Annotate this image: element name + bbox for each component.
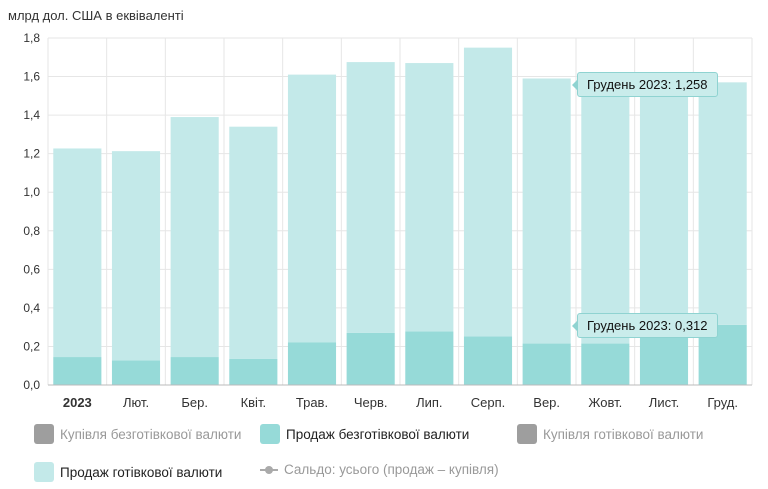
bar-noncash-sale[interactable] — [170, 357, 219, 385]
y-tick-label: 0,6 — [23, 262, 40, 276]
legend-swatch-cash-sale — [34, 462, 54, 482]
legend-line-marker-icon — [260, 465, 278, 475]
legend-label: Купівля безготівкової валюти — [60, 426, 242, 442]
y-tick-label: 0,8 — [23, 224, 40, 238]
bar-cash-sale[interactable] — [463, 47, 513, 337]
legend-item-noncash-purchase[interactable]: Купівля безготівкової валюти — [34, 424, 241, 444]
legend-label: Купівля готівкової валюти — [543, 426, 704, 442]
y-tick-label: 1,2 — [23, 147, 40, 161]
bar-cash-sale[interactable] — [287, 74, 337, 343]
legend-label: Продаж безготівкової валюти — [286, 426, 470, 442]
legend-item-cash-sale[interactable]: Продаж готівкової валюти — [34, 462, 222, 482]
x-tick-label: Серп. — [471, 395, 506, 410]
y-tick-label: 1,0 — [23, 185, 40, 199]
bar-cash-sale[interactable] — [698, 82, 747, 325]
bar-noncash-sale[interactable] — [581, 343, 630, 385]
x-tick-label: Вер. — [533, 395, 560, 410]
bar-noncash-sale[interactable] — [111, 360, 161, 385]
bar-noncash-sale[interactable] — [463, 336, 513, 385]
y-tick-label: 0,0 — [23, 378, 40, 392]
bar-cash-sale[interactable] — [229, 126, 278, 359]
stacked-bar-chart: 0,0 0,2 0,4 0,6 0,8 1,0 1,2 1,4 1,6 1,8 2023 Лют. Бе… — [23, 31, 753, 410]
bar-cash-sale[interactable] — [581, 82, 630, 344]
x-tick-label: Лют. — [123, 395, 149, 410]
legend-item-balance-total[interactable]: Сальдо: усього (продаж – купівля) — [260, 462, 499, 477]
bar-cash-sale[interactable] — [639, 82, 689, 334]
legend-label: Сальдо: усього (продаж – купівля) — [284, 462, 499, 477]
legend-label: Продаж готівкової валюти — [60, 464, 223, 480]
bar-cash-sale[interactable] — [405, 63, 454, 332]
x-tick-label: Черв. — [354, 395, 388, 410]
legend-item-cash-purchase[interactable]: Купівля готівкової валюти — [517, 424, 703, 444]
bar-noncash-sale[interactable] — [405, 331, 454, 385]
bar-cash-sale[interactable] — [346, 62, 395, 333]
x-tick-label: Бер. — [181, 395, 208, 410]
x-tick-label: Лист. — [649, 395, 679, 410]
y-axis-unit-label: млрд дол. США в еквіваленті — [8, 8, 184, 23]
bars-layer — [53, 47, 747, 385]
bar-cash-sale[interactable] — [53, 148, 102, 358]
bar-noncash-sale[interactable] — [53, 357, 102, 385]
bar-noncash-sale[interactable] — [287, 342, 337, 385]
y-tick-label: 0,2 — [23, 339, 40, 353]
x-tick-label: Трав. — [296, 395, 328, 410]
bar-noncash-sale[interactable] — [346, 332, 395, 385]
legend-swatch-noncash-purchase — [34, 424, 54, 444]
y-tick-label: 1,4 — [23, 108, 40, 122]
legend-item-noncash-sale[interactable]: Продаж безготівкової валюти — [260, 424, 469, 444]
bar-noncash-sale[interactable] — [229, 358, 278, 385]
bar-cash-sale[interactable] — [522, 78, 571, 344]
legend-swatch-noncash-sale — [260, 424, 280, 444]
axis-layer: 0,0 0,2 0,4 0,6 0,8 1,0 1,2 1,4 1,6 1,8 2023 Лют. Бе… — [23, 31, 752, 410]
bar-cash-sale[interactable] — [170, 117, 219, 358]
y-tick-label: 1,6 — [23, 70, 40, 84]
tooltip-cash-sale-december: Грудень 2023: 1,258 — [572, 72, 718, 97]
legend-swatch-cash-purchase — [517, 424, 537, 444]
y-tick-label: 0,4 — [23, 301, 40, 315]
x-tick-label: Лип. — [416, 395, 442, 410]
x-tick-label: Груд. — [707, 395, 738, 410]
x-tick-label: 2023 — [63, 395, 92, 410]
x-tick-label: Жовт. — [588, 395, 622, 410]
bar-noncash-sale[interactable] — [522, 343, 571, 385]
tooltip-noncash-sale-december: Грудень 2023: 0,312 — [572, 313, 718, 338]
bar-noncash-sale[interactable] — [639, 333, 689, 385]
x-tick-label: Квіт. — [241, 395, 267, 410]
bar-cash-sale[interactable] — [111, 151, 161, 361]
y-tick-label: 1,8 — [23, 31, 40, 45]
